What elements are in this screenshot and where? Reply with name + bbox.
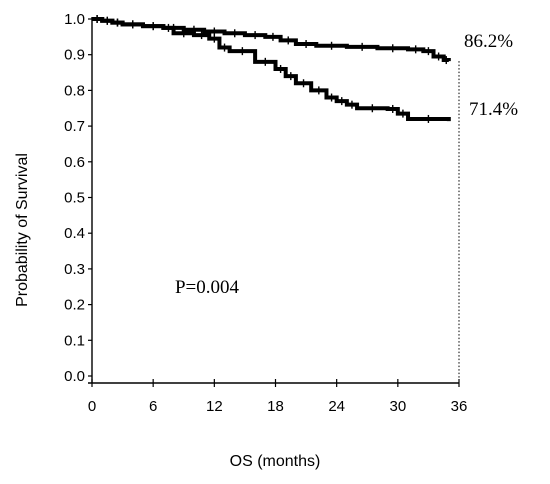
survival-annotation-lower: 71.4%: [469, 99, 518, 120]
y-tick-label: 0.7: [64, 118, 85, 135]
x-tick-label: 6: [149, 398, 157, 415]
y-tick-label: 0.6: [64, 154, 85, 171]
y-tick-label: 0.1: [64, 332, 85, 349]
y-axis-ticks: 0.0 0.1 0.2 0.3 0.4 0.5 0.6 0.7 0.8 0.9 1.0: [64, 11, 92, 385]
x-tick-label: 0: [88, 398, 96, 415]
survival-curves: [92, 17, 451, 122]
y-axis-title: Probability of Survival: [14, 153, 31, 307]
x-tick-label: 18: [267, 398, 284, 415]
p-value-annotation: P=0.004: [175, 277, 240, 298]
x-tick-label: 36: [451, 398, 468, 415]
y-tick-label: 0.2: [64, 297, 85, 314]
x-tick-label: 30: [389, 398, 406, 415]
survival-annotation-upper: 86.2%: [464, 31, 513, 52]
y-tick-label: 1.0: [64, 11, 85, 28]
x-axis-ticks: 0 6 12 18 24 30 36: [88, 379, 468, 415]
x-tick-label: 12: [206, 398, 223, 415]
y-tick-label: 0.5: [64, 190, 85, 207]
y-tick-label: 0.0: [64, 368, 85, 385]
censor-marks: [96, 15, 447, 123]
y-tick-label: 0.8: [64, 82, 85, 99]
x-tick-label: 24: [328, 398, 345, 415]
y-tick-label: 0.9: [64, 47, 85, 64]
survival-curve-2: [92, 17, 451, 122]
x-axis-title: OS (months): [230, 453, 321, 470]
y-tick-label: 0.4: [64, 225, 85, 242]
y-tick-label: 0.3: [64, 261, 85, 278]
